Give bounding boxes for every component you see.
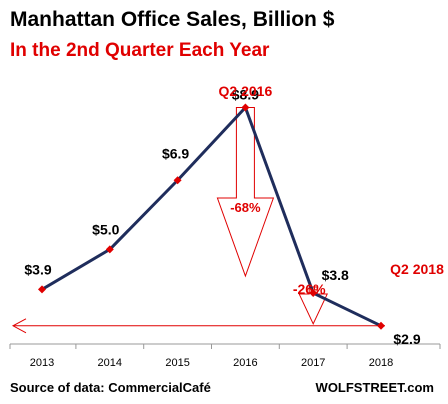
decline-26-arrow <box>298 286 328 325</box>
x-tick-label: 2013 <box>30 357 54 369</box>
annotation-q2-2016: Q2 2016 <box>219 83 273 99</box>
data-label: $3.9 <box>24 261 51 277</box>
annotation-decline-26: -26% <box>293 281 326 297</box>
annotation-decline-68: -68% <box>230 200 261 215</box>
annotation-q2-2018: Q2 2018 <box>390 261 444 277</box>
data-label: $8.9 <box>232 86 259 102</box>
source-note: Source of data: CommercialCafé <box>10 380 211 395</box>
chart-title: Manhattan Office Sales, Billion $ <box>10 8 335 31</box>
data-label: $5.0 <box>92 221 119 237</box>
reference-arrowhead <box>11 318 27 334</box>
x-tick-label: 2014 <box>98 357 122 369</box>
data-point <box>38 285 46 294</box>
x-tick-label: 2018 <box>369 357 393 369</box>
data-label: $3.8 <box>322 267 349 283</box>
x-tick-label: 2017 <box>301 357 325 369</box>
data-point <box>241 103 250 112</box>
chart-subtitle: In the 2nd Quarter Each Year <box>10 40 270 61</box>
data-point <box>105 245 114 254</box>
data-point <box>377 321 385 330</box>
decline-68-arrow <box>216 106 275 278</box>
x-tick-label: 2016 <box>233 357 257 369</box>
data-label: $6.9 <box>162 145 189 161</box>
series-line <box>41 105 382 328</box>
data-label: $2.9 <box>393 331 420 347</box>
data-point <box>173 176 182 185</box>
x-tick-label: 2015 <box>165 357 189 369</box>
data-point <box>309 289 318 298</box>
brand-label: WOLFSTREET.com <box>315 380 434 395</box>
